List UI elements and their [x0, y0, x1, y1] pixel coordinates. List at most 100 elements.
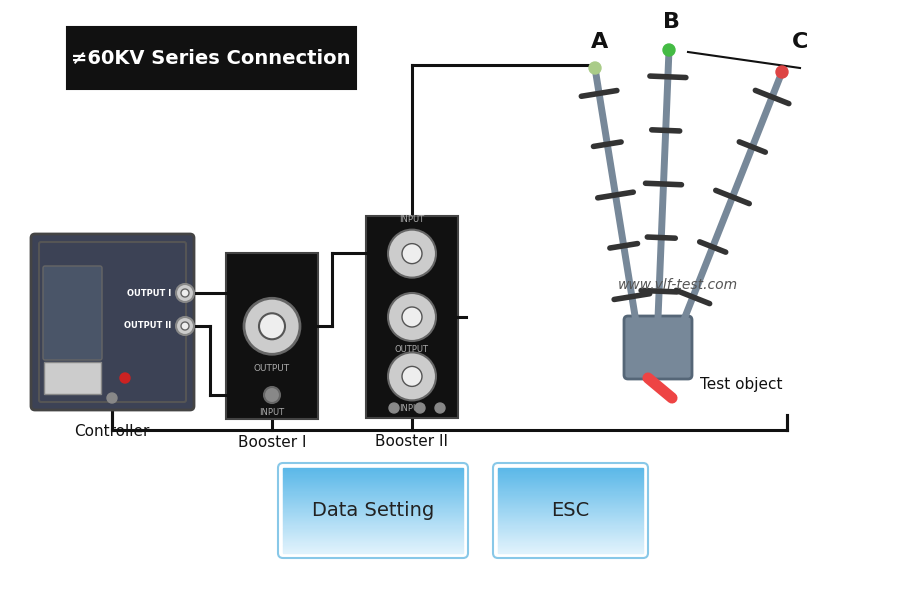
FancyBboxPatch shape: [226, 253, 318, 419]
Circle shape: [176, 284, 194, 302]
Bar: [497, 472, 642, 473]
Bar: [497, 500, 642, 501]
Bar: [282, 475, 463, 476]
Bar: [497, 483, 642, 484]
Circle shape: [389, 403, 399, 413]
FancyBboxPatch shape: [39, 242, 186, 402]
Bar: [497, 478, 642, 479]
Bar: [282, 500, 463, 501]
Bar: [282, 503, 463, 504]
Circle shape: [401, 367, 421, 386]
Bar: [497, 487, 642, 488]
Bar: [497, 527, 642, 528]
Bar: [497, 532, 642, 533]
Circle shape: [415, 403, 425, 413]
Bar: [497, 509, 642, 510]
Bar: [282, 473, 463, 475]
Bar: [282, 501, 463, 502]
Bar: [497, 468, 642, 469]
Bar: [282, 488, 463, 490]
Bar: [282, 479, 463, 481]
Bar: [497, 473, 642, 475]
Bar: [497, 550, 642, 551]
Bar: [282, 470, 463, 471]
Bar: [497, 525, 642, 527]
Circle shape: [435, 403, 445, 413]
Bar: [282, 523, 463, 524]
Text: A: A: [591, 32, 608, 52]
Bar: [497, 491, 642, 493]
Circle shape: [388, 230, 436, 278]
Circle shape: [120, 373, 130, 383]
Bar: [282, 494, 463, 496]
Bar: [497, 540, 642, 541]
Bar: [282, 505, 463, 506]
Bar: [497, 513, 642, 515]
Bar: [497, 490, 642, 491]
Text: OUTPUT II: OUTPUT II: [124, 322, 170, 331]
Text: Booster II: Booster II: [375, 434, 448, 449]
Bar: [282, 515, 463, 516]
Bar: [497, 549, 642, 550]
Text: Data Setting: Data Setting: [311, 501, 434, 520]
Bar: [497, 541, 642, 543]
Bar: [497, 551, 642, 552]
Circle shape: [244, 298, 299, 354]
Bar: [282, 540, 463, 541]
Bar: [282, 547, 463, 549]
Bar: [497, 547, 642, 549]
Bar: [282, 485, 463, 486]
FancyBboxPatch shape: [365, 216, 457, 418]
Bar: [497, 528, 642, 530]
Bar: [282, 521, 463, 522]
Bar: [282, 517, 463, 518]
Bar: [497, 504, 642, 505]
Bar: [282, 497, 463, 498]
Text: C: C: [791, 32, 807, 52]
Bar: [282, 468, 463, 469]
Bar: [282, 537, 463, 538]
Circle shape: [263, 387, 280, 403]
FancyBboxPatch shape: [31, 234, 194, 410]
Bar: [282, 498, 463, 499]
FancyBboxPatch shape: [67, 27, 355, 89]
Circle shape: [180, 322, 189, 330]
Bar: [282, 551, 463, 552]
Bar: [497, 524, 642, 525]
Bar: [282, 478, 463, 479]
Bar: [497, 521, 642, 522]
Bar: [282, 528, 463, 530]
Bar: [282, 491, 463, 493]
FancyBboxPatch shape: [623, 316, 691, 379]
Bar: [497, 515, 642, 516]
Bar: [282, 541, 463, 543]
Bar: [282, 469, 463, 470]
Bar: [282, 516, 463, 517]
Bar: [497, 552, 642, 553]
Bar: [497, 471, 642, 472]
Circle shape: [180, 289, 189, 297]
Bar: [497, 505, 642, 506]
Text: Controller: Controller: [74, 424, 150, 439]
Bar: [282, 530, 463, 531]
Text: OUTPUT: OUTPUT: [394, 345, 428, 354]
Bar: [497, 482, 642, 483]
Bar: [497, 486, 642, 487]
Bar: [282, 522, 463, 523]
Circle shape: [106, 393, 117, 403]
Bar: [282, 532, 463, 533]
Bar: [282, 527, 463, 528]
Bar: [497, 485, 642, 486]
Bar: [497, 543, 642, 544]
Bar: [497, 502, 642, 503]
Bar: [497, 510, 642, 512]
Bar: [282, 549, 463, 550]
Bar: [497, 534, 642, 535]
Bar: [497, 539, 642, 540]
Bar: [497, 523, 642, 524]
Bar: [497, 479, 642, 481]
Bar: [497, 519, 642, 520]
Circle shape: [775, 66, 787, 78]
Bar: [497, 507, 642, 509]
Bar: [282, 519, 463, 520]
